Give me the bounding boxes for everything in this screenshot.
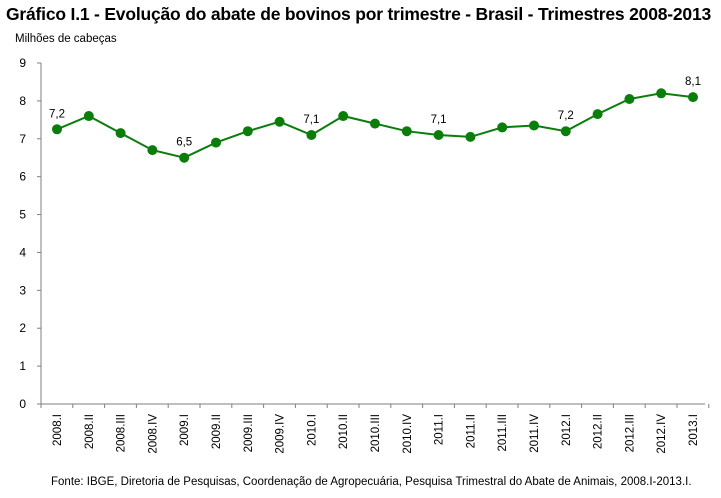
- source-note: Fonte: IBGE, Diretoria de Pesquisas, Coo…: [51, 476, 692, 488]
- data-point: [529, 120, 539, 131]
- data-point: [274, 116, 285, 127]
- y-tick-label: 2: [19, 321, 26, 335]
- y-tick-label: 7: [19, 132, 26, 146]
- y-tick-label: 0: [19, 397, 26, 411]
- data-point: [52, 124, 62, 135]
- x-tick-label: 2008.III: [116, 414, 128, 452]
- y-ticks: 0 1 2 3 4 5 6 7 8 9: [19, 56, 41, 411]
- x-tick-label: 2010.I: [306, 414, 318, 446]
- data-point: [560, 126, 571, 137]
- data-label: 8,1: [685, 76, 701, 88]
- data-point: [338, 111, 349, 122]
- x-tick-label: 2009.II: [211, 414, 223, 449]
- data-point: [83, 111, 94, 122]
- y-tick-label: 6: [19, 170, 26, 184]
- x-tick-label: 2008.IV: [147, 414, 159, 454]
- series: [52, 88, 698, 163]
- data-label: 6,5: [176, 137, 192, 149]
- x-tick-label: 2012.IV: [656, 414, 668, 454]
- axes: [40, 63, 705, 405]
- y-tick-label: 8: [19, 94, 26, 108]
- x-tick-label: 2008.II: [84, 414, 96, 449]
- data-point: [179, 152, 190, 163]
- data-point: [624, 93, 635, 104]
- x-tick-label: 2010.III: [370, 414, 382, 452]
- data-point: [433, 129, 444, 140]
- data-point: [401, 126, 412, 137]
- x-tick-label: 2010.II: [338, 414, 350, 449]
- data-point: [147, 145, 158, 156]
- x-tick-label: 2008.I: [52, 414, 64, 446]
- data-label: 7,1: [431, 114, 447, 126]
- x-tick-label: 2009.IV: [275, 414, 287, 454]
- x-tick-label: 2011.III: [497, 414, 509, 452]
- x-tick-label: 2013.I: [688, 414, 700, 446]
- data-point: [115, 128, 126, 139]
- x-tick-label: 2009.III: [243, 414, 255, 452]
- chart-title: Gráfico I.1 - Evolução do abate de bovin…: [6, 4, 712, 24]
- data-point: [592, 109, 603, 120]
- data-point: [370, 118, 380, 129]
- x-tick-label: 2011.I: [434, 414, 446, 445]
- data-point: [306, 129, 317, 140]
- data-point: [497, 122, 508, 133]
- data-labels: 7,2 6,5 7,1 7,1 7,2 8,1: [49, 76, 701, 149]
- y-tick-label: 1: [19, 359, 26, 373]
- data-point: [211, 137, 221, 148]
- x-tick-label: 2012.III: [624, 414, 636, 452]
- x-tick-label: 2011.II: [465, 414, 477, 448]
- data-point: [465, 131, 476, 142]
- x-tick-label: 2012.I: [561, 414, 573, 446]
- y-tick-label: 4: [19, 245, 26, 259]
- data-point: [242, 126, 253, 137]
- y-axis-unit-label: Milhões de cabeças: [15, 33, 117, 45]
- x-tick-label: 2010.IV: [402, 414, 414, 454]
- x-tick-label: 2009.I: [179, 414, 191, 446]
- y-tick-label: 9: [19, 56, 26, 70]
- x-ticks: 2008.I 2008.II 2008.III 2008.IV 2009.I 2009.I…: [40, 404, 710, 454]
- y-tick-label: 3: [19, 283, 26, 297]
- y-tick-label: 5: [19, 208, 26, 222]
- data-point: [656, 88, 667, 99]
- x-tick-label: 2011.IV: [529, 414, 541, 453]
- data-label: 7,1: [303, 114, 319, 126]
- x-tick-label: 2012.II: [593, 414, 605, 449]
- data-point: [688, 92, 698, 103]
- data-label: 7,2: [558, 110, 574, 122]
- data-label: 7,2: [49, 108, 65, 120]
